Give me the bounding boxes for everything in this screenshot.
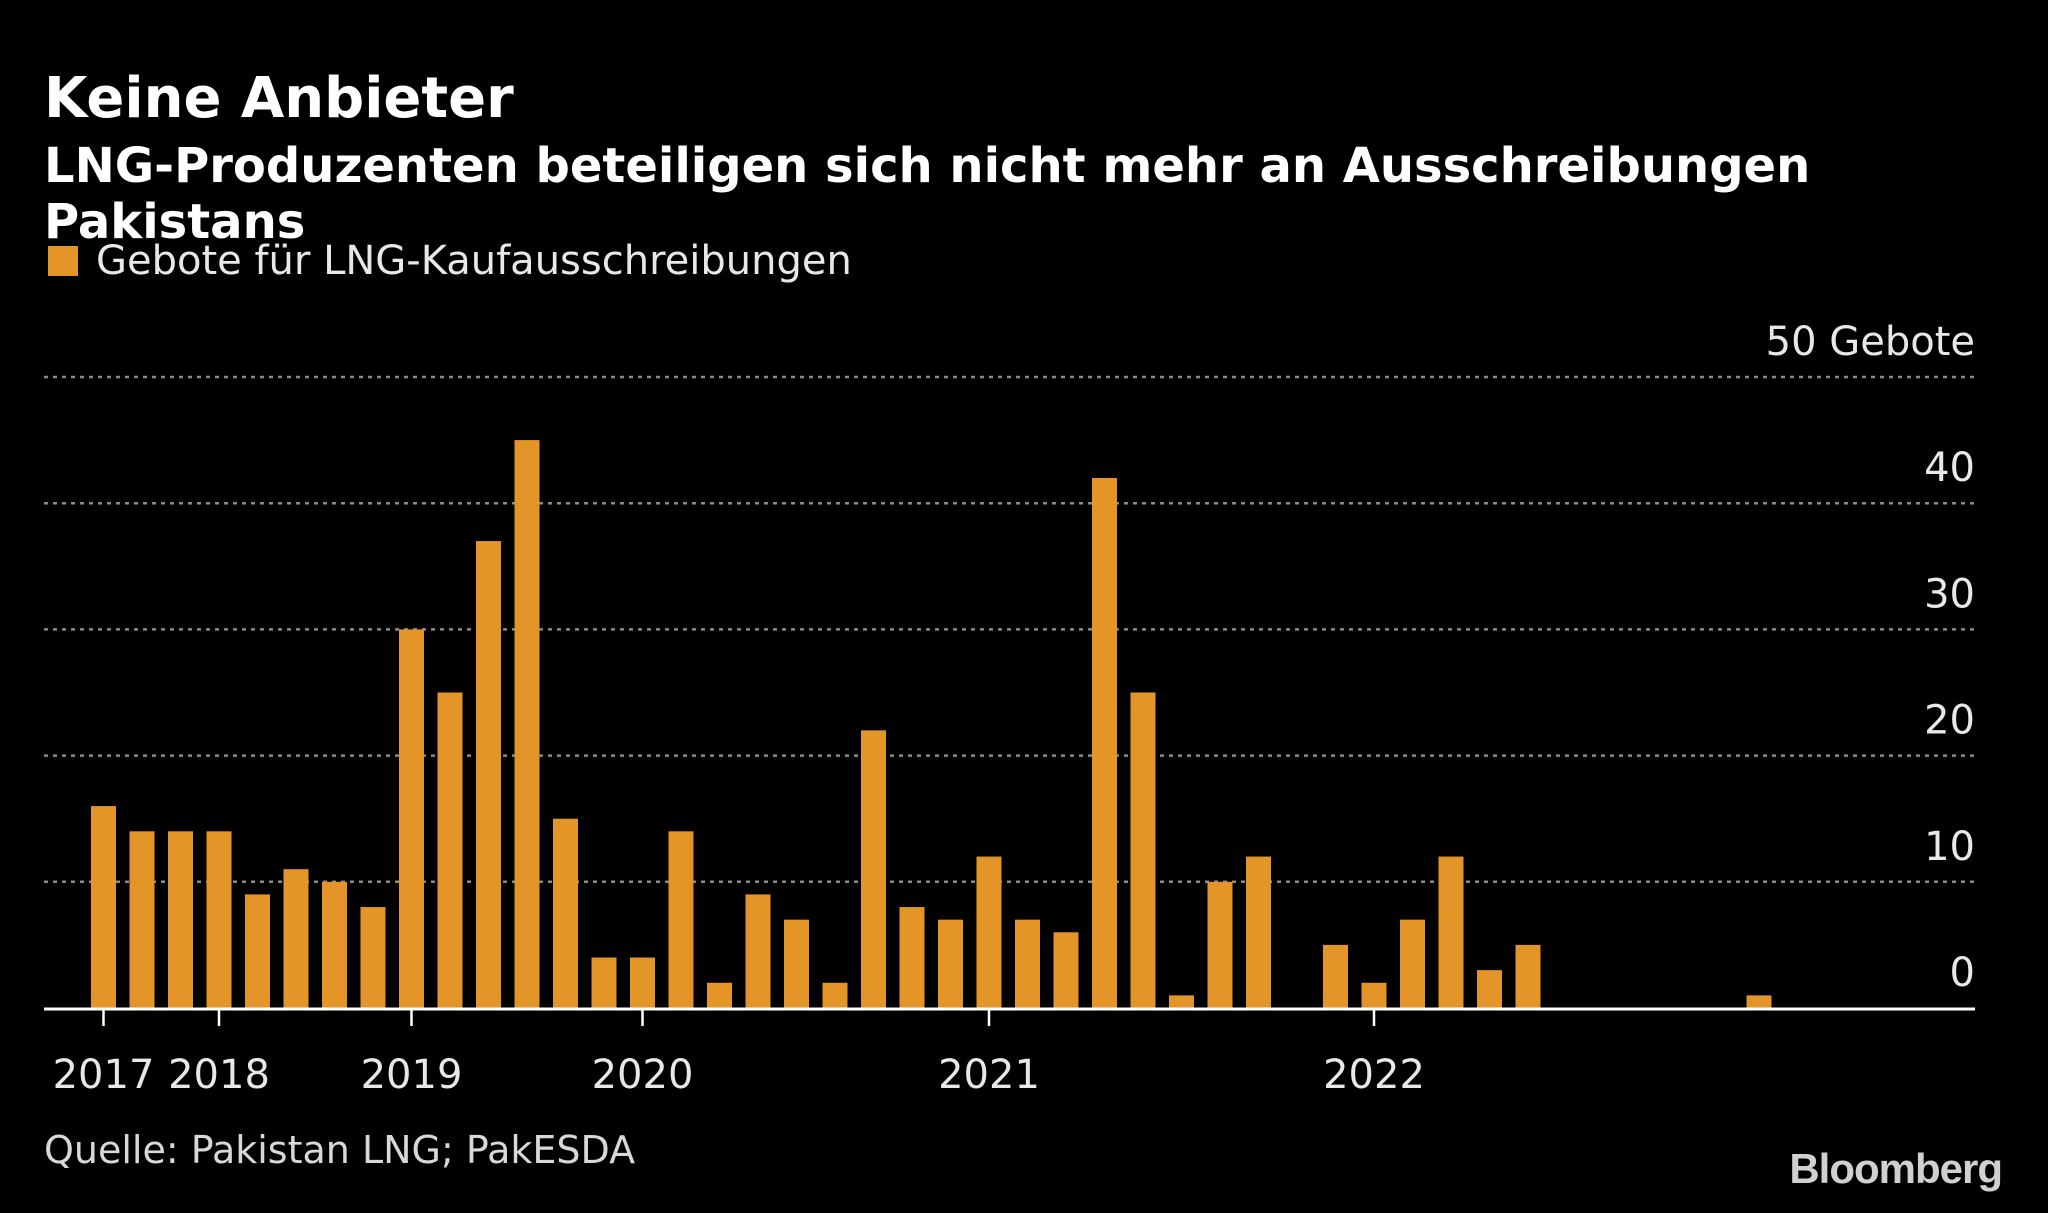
bar (1092, 477, 1117, 1009)
bar (668, 831, 694, 1008)
x-axis: 2017 2018 2019 2020 2021 2022 (44, 1007, 1975, 1098)
bar (1746, 995, 1772, 1008)
bar (899, 907, 925, 1008)
y-axis: 0 10 20 30 40 50 Gebote (1766, 319, 1975, 996)
bar (399, 629, 424, 1008)
chart-title: Keine Anbieter (44, 66, 514, 131)
bar (283, 869, 309, 1008)
y-tick-label: 30 (1924, 571, 1975, 617)
bar (1015, 919, 1040, 1008)
bar (1323, 944, 1348, 1008)
bar (1169, 995, 1194, 1008)
bar (1438, 856, 1464, 1008)
gridlines (44, 375, 1975, 884)
chart-subtitle: LNG-Produzenten beteiligen sich nicht me… (44, 138, 1811, 250)
bar (245, 894, 270, 1008)
bar (707, 982, 732, 1008)
y-tick-label: 20 (1924, 698, 1975, 744)
bar (206, 831, 232, 1008)
bar (1207, 881, 1233, 1008)
x-tick-label: 2020 (592, 1052, 694, 1098)
x-tick-label: 2021 (938, 1052, 1040, 1098)
bar (784, 919, 809, 1008)
bar (630, 957, 655, 1008)
bar (360, 907, 386, 1008)
x-tick-label: 2022 (1323, 1052, 1425, 1098)
bar (514, 440, 540, 1009)
bloomberg-logo: Bloomberg (1789, 1145, 2003, 1192)
x-tick-label: 2018 (168, 1052, 270, 1098)
y-tick-label: 0 (1950, 950, 1975, 996)
bar (1053, 932, 1079, 1008)
bar (745, 894, 771, 1008)
legend-label: Gebote für LNG-Kaufausschreibungen (96, 238, 852, 284)
bar (1477, 970, 1502, 1008)
bar (129, 831, 155, 1008)
y-tick-label: 10 (1924, 824, 1975, 870)
bar (1400, 919, 1425, 1008)
bar (168, 831, 193, 1008)
bar (976, 856, 1002, 1008)
bar (1361, 982, 1387, 1008)
bars (91, 440, 1772, 1009)
source-note: Quelle: Pakistan LNG; PakESDA (44, 1128, 636, 1172)
bar (861, 730, 886, 1008)
legend-swatch (48, 246, 78, 276)
bar (1515, 944, 1541, 1008)
y-tick-label: 50 Gebote (1766, 319, 1975, 365)
bar (822, 982, 848, 1008)
bar (91, 806, 116, 1008)
bar (476, 541, 501, 1008)
bar (322, 881, 347, 1008)
x-tick-label: 2019 (361, 1052, 463, 1098)
bar (1130, 692, 1156, 1008)
bar (437, 692, 463, 1008)
y-tick-label: 40 (1924, 445, 1975, 491)
x-tick-label: 2017 (53, 1052, 155, 1098)
bar (591, 957, 617, 1008)
bar (938, 919, 963, 1008)
bar (553, 818, 578, 1008)
bar (1246, 856, 1271, 1008)
legend: Gebote für LNG-Kaufausschreibungen (48, 238, 852, 284)
